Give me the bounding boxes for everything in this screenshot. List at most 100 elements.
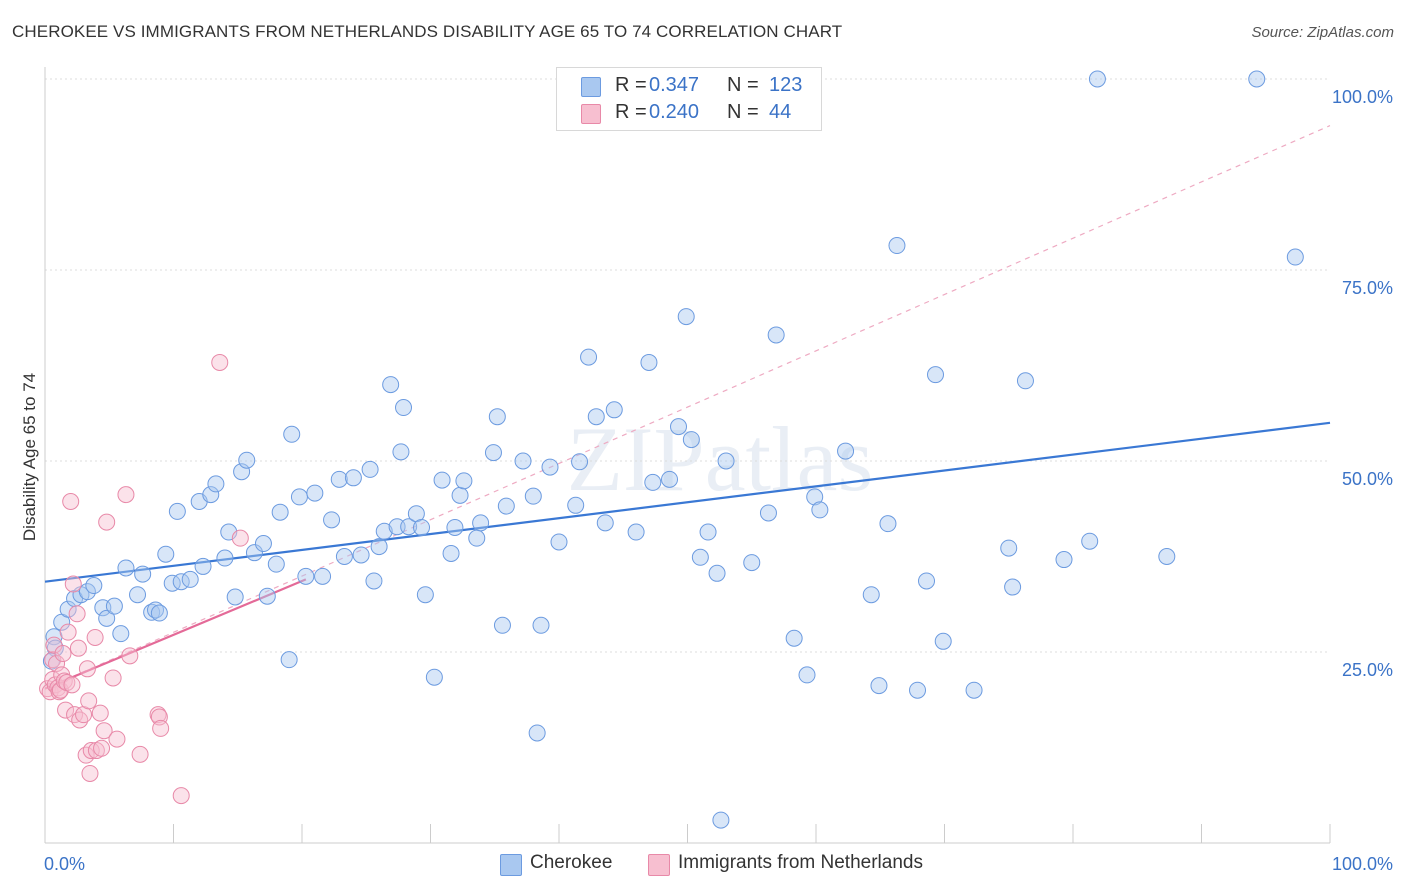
cherokee-point bbox=[216, 549, 234, 567]
cherokee-point bbox=[691, 548, 709, 566]
cherokee-point bbox=[370, 538, 388, 556]
cherokee-point bbox=[1055, 551, 1073, 569]
cherokee-point bbox=[112, 625, 130, 643]
y-axis-label: Disability Age 65 to 74 bbox=[20, 373, 39, 541]
netherlands-point bbox=[117, 486, 135, 504]
netherlands-point bbox=[82, 742, 100, 760]
cherokee-point bbox=[395, 399, 413, 417]
cherokee-point bbox=[375, 522, 393, 540]
y-tick-label: 50.0% bbox=[1342, 469, 1393, 489]
cherokee-point bbox=[532, 616, 550, 634]
cherokee-point bbox=[682, 431, 700, 449]
cherokee-point bbox=[134, 565, 152, 583]
cherokee-point bbox=[644, 473, 662, 491]
cherokee-point bbox=[870, 677, 888, 695]
cherokee-point bbox=[267, 555, 285, 573]
stats-row-netherlands: R = 0.240 N = 44 bbox=[557, 101, 821, 127]
cherokee-point bbox=[117, 559, 135, 577]
cherokee-point bbox=[493, 616, 511, 634]
cherokee-point bbox=[400, 518, 418, 536]
cherokee-point bbox=[168, 502, 186, 520]
cherokee-legend-swatch bbox=[500, 854, 522, 876]
cherokee-point bbox=[451, 486, 469, 504]
netherlands-legend-swatch bbox=[648, 854, 670, 876]
cherokee-point bbox=[677, 308, 695, 326]
cherokee-point bbox=[323, 511, 341, 529]
cherokee-trend-line bbox=[44, 421, 1331, 583]
cherokee-point bbox=[280, 651, 298, 669]
netherlands-point bbox=[131, 745, 149, 763]
cherokee-point bbox=[306, 484, 324, 502]
series-legend: Cherokee Immigrants from Netherlands bbox=[0, 852, 1406, 878]
cherokee-point bbox=[1016, 372, 1034, 390]
r-value: 0.240 bbox=[649, 101, 700, 123]
cherokee-point bbox=[1158, 548, 1176, 565]
netherlands-point bbox=[69, 639, 87, 657]
cherokee-point bbox=[528, 724, 546, 742]
cherokee-point bbox=[446, 518, 464, 536]
netherlands-point bbox=[81, 764, 99, 782]
cherokee-point bbox=[488, 408, 506, 426]
cherokee-point bbox=[1081, 532, 1099, 550]
cherokee-point bbox=[150, 604, 168, 622]
cherokee-point bbox=[909, 681, 927, 699]
cherokee-point bbox=[587, 408, 605, 426]
cherokee-point bbox=[254, 535, 272, 553]
cherokee-point bbox=[129, 586, 147, 604]
netherlands-point bbox=[54, 645, 72, 663]
cherokee-point bbox=[468, 529, 486, 547]
cherokee-swatch bbox=[581, 77, 601, 97]
r-value: 0.347 bbox=[649, 74, 700, 96]
netherlands-point bbox=[93, 739, 111, 757]
cherokee-point bbox=[98, 609, 116, 627]
cherokee-point bbox=[927, 366, 945, 384]
netherlands-point bbox=[172, 787, 190, 805]
netherlands-point bbox=[86, 628, 104, 646]
cherokee-point bbox=[238, 451, 256, 469]
netherlands-point bbox=[211, 353, 229, 371]
cherokee-point bbox=[163, 574, 181, 592]
cherokee-point bbox=[497, 497, 515, 515]
y-tick-label: 25.0% bbox=[1342, 660, 1393, 680]
cherokee-point bbox=[759, 504, 777, 522]
netherlands-point bbox=[78, 660, 96, 678]
cherokee-point bbox=[514, 452, 532, 470]
netherlands-point bbox=[80, 692, 98, 710]
axes bbox=[44, 67, 1331, 844]
cherokee-point bbox=[85, 577, 103, 595]
cherokee-point bbox=[388, 518, 406, 536]
y-tick-label: 100.0% bbox=[1332, 87, 1393, 107]
n-value: 123 bbox=[769, 74, 803, 96]
r-label: R = bbox=[615, 74, 647, 96]
cherokee-point bbox=[283, 425, 301, 443]
cherokee-point bbox=[862, 586, 880, 604]
cherokee-point bbox=[352, 546, 370, 564]
cherokee-point bbox=[202, 486, 220, 504]
netherlands-point bbox=[91, 704, 109, 722]
cherokee-point bbox=[271, 503, 289, 521]
cherokee-point bbox=[605, 401, 623, 419]
cherokee-point bbox=[934, 632, 952, 650]
netherlands-swatch bbox=[581, 104, 601, 124]
cherokee-point bbox=[640, 353, 658, 371]
cherokee-point bbox=[596, 514, 614, 532]
cherokee-point bbox=[1088, 70, 1106, 88]
cherokee-point bbox=[425, 668, 443, 686]
cherokee-point bbox=[413, 518, 431, 536]
cherokee-point bbox=[571, 453, 589, 471]
cherokee-point bbox=[580, 348, 598, 366]
grid-lines bbox=[45, 78, 1330, 653]
cherokee-point bbox=[361, 460, 379, 478]
cherokee-point bbox=[344, 469, 362, 487]
cherokee-point bbox=[785, 629, 803, 647]
netherlands-point bbox=[104, 669, 122, 687]
cherokee-point bbox=[1248, 70, 1266, 88]
netherlands-point bbox=[77, 746, 95, 764]
cherokee-point bbox=[712, 811, 730, 829]
cherokee-point bbox=[290, 488, 308, 506]
cherokee-point bbox=[442, 544, 460, 562]
cherokee-point bbox=[1004, 578, 1022, 596]
cherokee-point bbox=[392, 443, 410, 461]
cherokee-point bbox=[258, 587, 276, 605]
